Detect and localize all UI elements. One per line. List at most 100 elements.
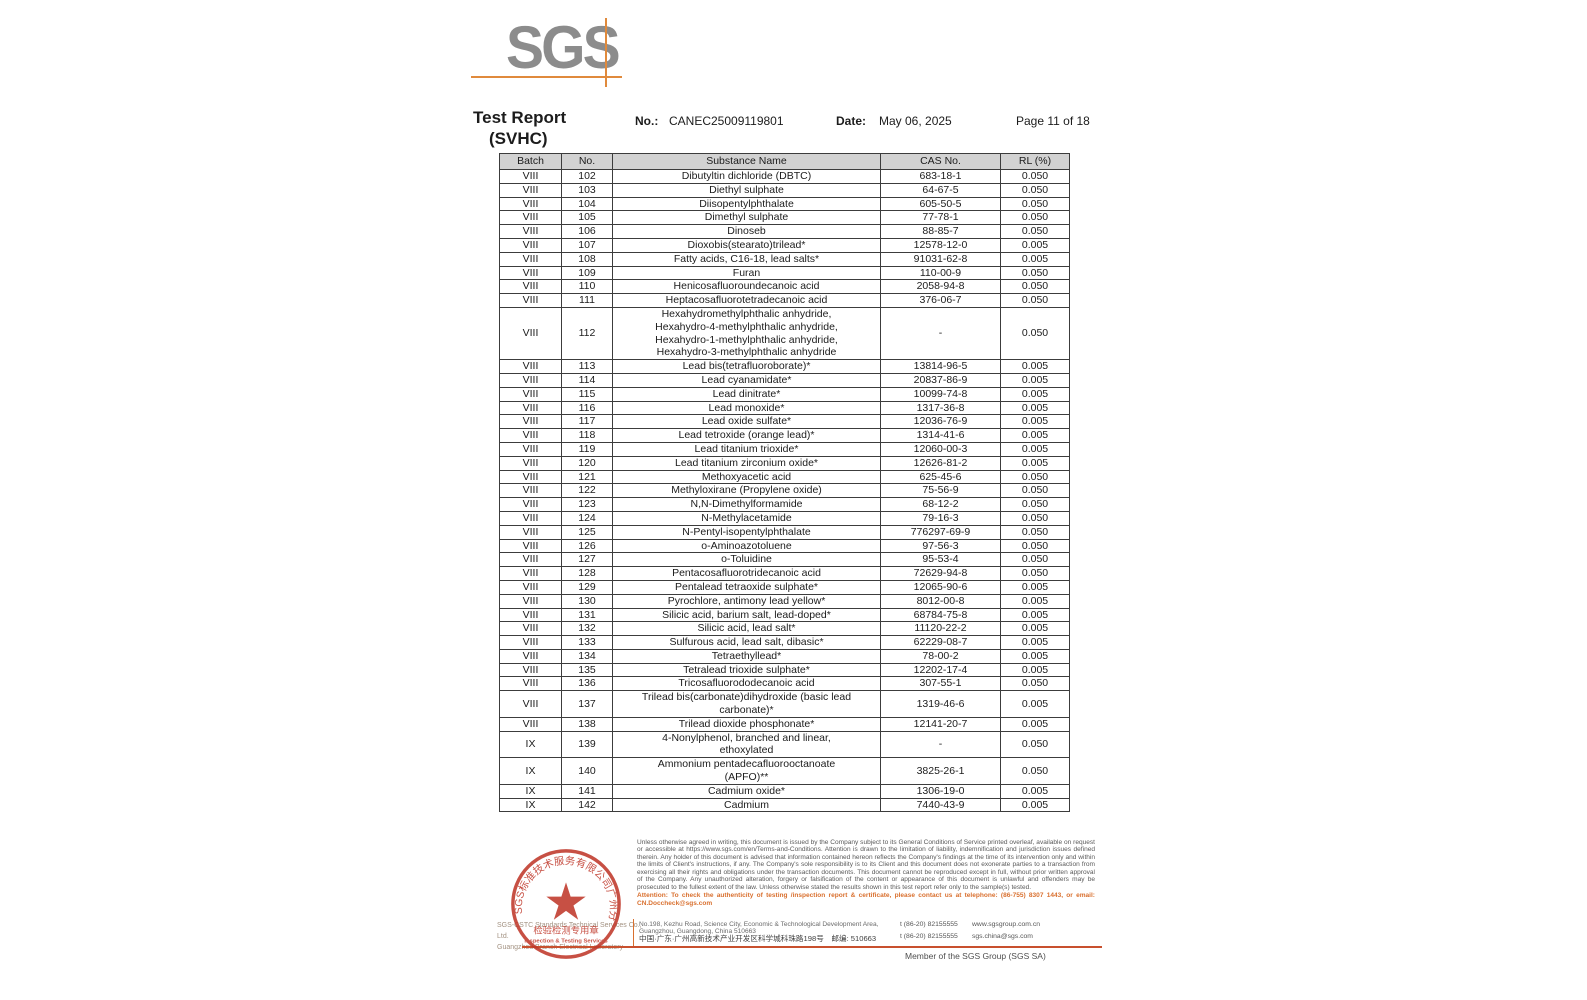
cell-cas: 12141-20-7	[880, 716, 1001, 732]
cell-batch: VIII	[499, 635, 562, 650]
cell-rl: 0.050	[1000, 538, 1070, 554]
cell-rl: 0.050	[1000, 552, 1070, 568]
cell-no: 128	[561, 566, 613, 581]
cell-name: Diethyl sulphate	[612, 182, 881, 198]
cell-rl: 0.005	[1000, 648, 1070, 664]
table-row: VIII 110 Henicosafluoroundecanoic acid 2058…	[499, 279, 1070, 295]
cell-cas: 1306-19-0	[880, 783, 1001, 799]
address-chinese: 中国·广东·广州高新技术产业开发区科学城科珠路198号 邮编: 510663	[639, 934, 877, 943]
cell-rl: 0.005	[1000, 783, 1070, 799]
cell-cas: 88-85-7	[880, 224, 1001, 239]
cell-rl: 0.050	[1000, 469, 1070, 485]
cell-rl: 0.050	[1000, 182, 1070, 198]
cell-batch: VIII	[499, 497, 562, 512]
cell-no: 142	[561, 797, 613, 813]
cell-cas: 79-16-3	[880, 510, 1001, 526]
table-row: VIII 127 o-Toluidine 95-53-4 0.050	[499, 552, 1070, 568]
cell-rl: 0.005	[1000, 428, 1070, 443]
cell-rl: 0.050	[1000, 757, 1070, 785]
cell-no: 127	[561, 552, 613, 568]
cell-batch: VIII	[499, 386, 562, 402]
cell-batch: IX	[499, 730, 562, 759]
report-date-label: Date:	[836, 114, 867, 128]
cell-cas: 307-55-1	[880, 676, 1001, 692]
cell-no: 129	[561, 579, 613, 595]
cell-name: Lead titanium trioxide*	[612, 441, 881, 457]
cell-name: Silicic acid, lead salt*	[612, 621, 881, 637]
cell-rl: 0.050	[1000, 566, 1070, 581]
cell-cas: 1317-36-8	[880, 400, 1001, 416]
cell-cas: 68-12-2	[880, 497, 1001, 512]
cell-cas: 78-00-2	[880, 648, 1001, 664]
cell-batch: VIII	[499, 621, 562, 637]
table-row: VIII 120 Lead titanium zirconium oxide* 126…	[499, 455, 1070, 471]
table-row: IX 142 Cadmium 7440-43-9 0.005	[499, 797, 1070, 813]
cell-batch: VIII	[499, 690, 562, 718]
cell-batch: VIII	[499, 538, 562, 554]
cell-batch: VIII	[499, 441, 562, 457]
cell-name: Furan	[612, 265, 881, 281]
cell-rl: 0.005	[1000, 635, 1070, 650]
cell-rl: 0.050	[1000, 265, 1070, 281]
cell-batch: VIII	[499, 210, 562, 226]
cell-name: Pentacosafluorotridecanoic acid	[612, 566, 881, 581]
table-row: VIII 126 o-Aminoazotoluene 97-56-3 0.050	[499, 538, 1070, 554]
cell-no: 114	[561, 372, 613, 388]
cell-no: 102	[561, 169, 613, 184]
attention-text: Attention: To check the authenticity of …	[637, 892, 1095, 907]
cell-name: Ammonium pentadecafluorooctanoate (APFO)…	[612, 757, 881, 785]
table-row: VIII 106 Dinoseb 88-85-7 0.050	[499, 224, 1070, 239]
cell-batch: VIII	[499, 648, 562, 664]
cell-batch: VIII	[499, 483, 562, 499]
cell-name: Lead dinitrate*	[612, 386, 881, 402]
cell-cas: 10099-74-8	[880, 386, 1001, 402]
cell-cas: -	[880, 306, 1001, 361]
cell-batch: VIII	[499, 372, 562, 388]
cell-cas: 12202-17-4	[880, 662, 1001, 678]
cell-no: 118	[561, 428, 613, 443]
cell-rl: 0.005	[1000, 359, 1070, 374]
cell-no: 131	[561, 607, 613, 623]
cell-no: 105	[561, 210, 613, 226]
table-body: VIII 102 Dibutyltin dichloride (DBTC) 683-1…	[499, 169, 1070, 813]
cell-name: Dimethyl sulphate	[612, 210, 881, 226]
cell-batch: VIII	[499, 510, 562, 526]
cell-cas: 95-53-4	[880, 552, 1001, 568]
cell-cas: 110-00-9	[880, 265, 1001, 281]
cell-no: 122	[561, 483, 613, 499]
cell-name: Fatty acids, C16-18, lead salts*	[612, 251, 881, 267]
cell-batch: VIII	[499, 414, 562, 430]
cell-name: Trilead bis(carbonate)dihydroxide (basic…	[612, 690, 881, 718]
cell-cas: 12626-81-2	[880, 455, 1001, 471]
cell-cas: -	[880, 730, 1001, 759]
cell-no: 116	[561, 400, 613, 416]
table-row: VIII 112 Hexahydromethylphthalic anhydride…	[499, 306, 1070, 361]
cell-cas: 62229-08-7	[880, 635, 1001, 650]
cell-name: o-Aminoazotoluene	[612, 538, 881, 554]
table-row: VIII 136 Tricosafluorododecanoic acid 307-5…	[499, 676, 1070, 692]
cell-rl: 0.050	[1000, 279, 1070, 295]
cell-rl: 0.050	[1000, 497, 1070, 512]
cell-no: 125	[561, 524, 613, 540]
cell-batch: VIII	[499, 196, 562, 212]
table-row: VIII 118 Lead tetroxide (orange lead)* 1314…	[499, 428, 1070, 443]
cell-cas: 12578-12-0	[880, 237, 1001, 253]
address-divider	[633, 919, 634, 946]
table-row: VIII 130 Pyrochlore, antimony lead yellow*…	[499, 593, 1070, 609]
table-row: VIII 105 Dimethyl sulphate 77-78-1 0.050	[499, 210, 1070, 226]
table-row: IX 141 Cadmium oxide* 1306-19-0 0.005	[499, 783, 1070, 799]
table-row: VIII 134 Tetraethyllead* 78-00-2 0.005	[499, 648, 1070, 664]
cell-cas: 12036-76-9	[880, 414, 1001, 430]
cell-no: 103	[561, 182, 613, 198]
table-row: VIII 119 Lead titanium trioxide* 12060-00-3…	[499, 441, 1070, 457]
logo-vertical-rule	[605, 18, 607, 87]
cell-name: 4-Nonylphenol, branched and linear, etho…	[612, 730, 881, 759]
table-row: VIII 138 Trilead dioxide phosphonate* 12141…	[499, 716, 1070, 732]
report-subtitle: (SVHC)	[489, 129, 548, 148]
table-row: VIII 124 N-Methylacetamide 79-16-3 0.050	[499, 510, 1070, 526]
cell-name: Tetraethyllead*	[612, 648, 881, 664]
cell-rl: 0.005	[1000, 579, 1070, 595]
cell-name: Cadmium oxide*	[612, 783, 881, 799]
cell-name: Pentalead tetraoxide sulphate*	[612, 579, 881, 595]
cell-batch: VIII	[499, 676, 562, 692]
